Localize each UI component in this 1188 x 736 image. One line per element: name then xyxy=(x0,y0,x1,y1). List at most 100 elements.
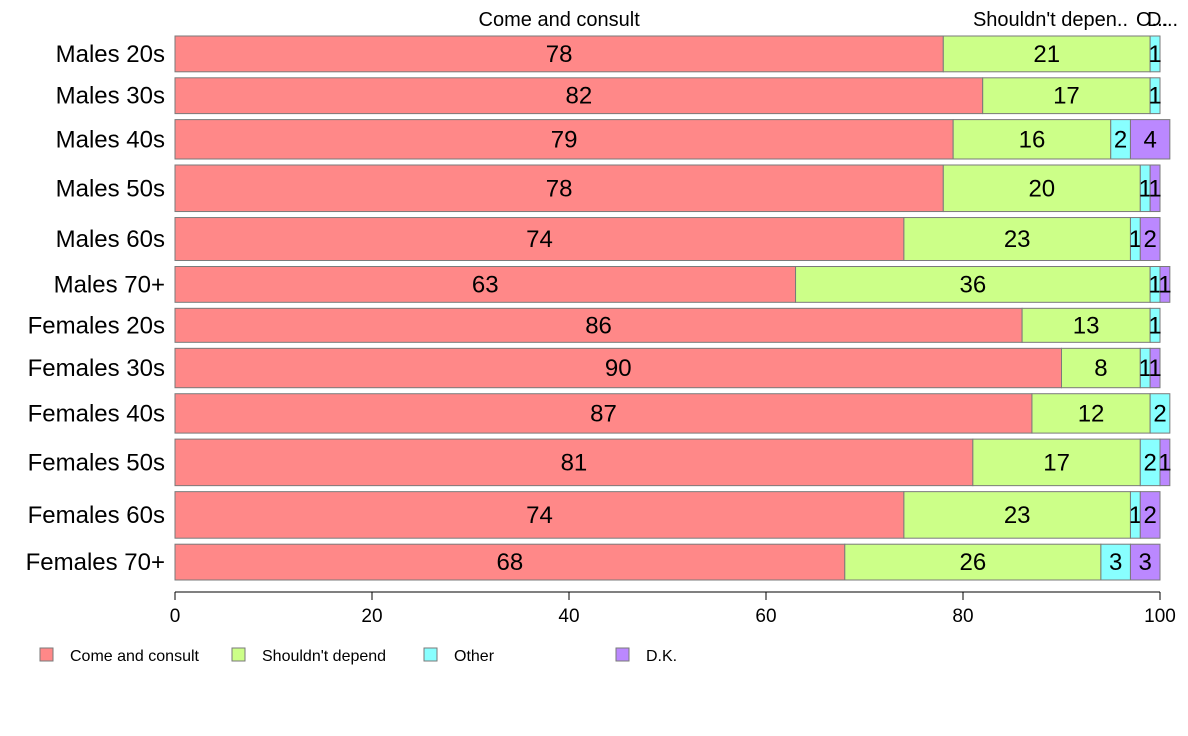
bar-segment xyxy=(1031,393,1151,434)
x-axis: 0 20 40 60 80 100 xyxy=(170,591,1176,627)
bar-segment xyxy=(174,491,905,539)
bar-segment xyxy=(972,438,1141,487)
bar-value-label: 1 xyxy=(1148,41,1161,68)
bar-value-label: 2 xyxy=(1143,502,1156,529)
bar-value-label: 63 xyxy=(472,271,499,298)
bar-value-label: 1 xyxy=(1148,355,1161,382)
bar-value-label: 4 xyxy=(1143,126,1156,153)
bar-value-label: 17 xyxy=(1053,83,1080,110)
bar-value-label: 1 xyxy=(1139,355,1152,382)
bar-value-label: 13 xyxy=(1073,312,1100,339)
bar-segment xyxy=(982,77,1151,115)
legend-swatch xyxy=(39,647,54,662)
bar-segment xyxy=(174,266,797,303)
bar-segment xyxy=(174,217,905,262)
x-tick-label: 40 xyxy=(558,606,579,627)
bar-value-label: 12 xyxy=(1078,400,1105,427)
row-label: Males 60s xyxy=(56,226,165,253)
bar-value-label: 23 xyxy=(1004,502,1031,529)
bar-segment xyxy=(903,217,1131,262)
legend-label: Other xyxy=(454,648,495,665)
bar-value-label: 3 xyxy=(1139,549,1152,576)
bar-segment xyxy=(174,347,1062,389)
bar-segment xyxy=(174,438,974,487)
bar-segment xyxy=(942,35,1151,73)
bar-segment xyxy=(942,164,1141,213)
bar-segment xyxy=(1159,266,1171,303)
bar-value-label: 1 xyxy=(1148,271,1161,298)
row-label: Females 40s xyxy=(28,400,165,427)
bar-value-label: 74 xyxy=(526,226,553,253)
bar-segment xyxy=(952,119,1112,160)
row-label: Males 20s xyxy=(56,41,165,68)
bar-segment xyxy=(1129,543,1161,581)
bar-value-label: 2 xyxy=(1143,226,1156,253)
bar-segment xyxy=(844,543,1102,581)
row-label: Females 30s xyxy=(28,355,165,382)
legend-label: Come and consult xyxy=(70,648,200,665)
bar-segment xyxy=(174,393,1033,434)
bar-value-label: 1 xyxy=(1148,312,1161,339)
bar-value-label: 68 xyxy=(497,549,524,576)
legend-label: D.K. xyxy=(646,648,677,665)
bar-value-label: 2 xyxy=(1143,449,1156,476)
bar-value-label: 87 xyxy=(590,400,617,427)
bar-value-label: 1 xyxy=(1158,271,1171,298)
bar-value-label: 78 xyxy=(546,41,573,68)
bar-value-label: 1 xyxy=(1158,449,1171,476)
bar-segment xyxy=(1149,347,1161,389)
bar-value-label: 90 xyxy=(605,355,632,382)
bar-segment xyxy=(1129,119,1171,160)
x-tick-label: 20 xyxy=(361,606,382,627)
bar-segment xyxy=(795,266,1151,303)
row-label: Females 50s xyxy=(28,449,165,476)
x-tick-label: 80 xyxy=(952,606,973,627)
legend: Come and consult Shouldn't depend Other D.K… xyxy=(39,647,677,665)
bar-value-label: 17 xyxy=(1043,449,1070,476)
bar-value-label: 21 xyxy=(1033,41,1060,68)
row-label: Males 50s xyxy=(56,175,165,202)
bar-value-label: 86 xyxy=(585,312,612,339)
row-label: Males 70+ xyxy=(54,271,165,298)
bar-segment xyxy=(1100,543,1131,581)
top-series-label: O... xyxy=(1136,9,1168,31)
bar-value-label: 3 xyxy=(1109,549,1122,576)
bar-segment xyxy=(174,119,954,160)
bar-segment xyxy=(1139,491,1161,539)
bar-value-label: 82 xyxy=(565,83,592,110)
bar-segment xyxy=(1139,217,1161,262)
bar-segment xyxy=(1149,307,1161,343)
bar-value-label: 20 xyxy=(1028,175,1055,202)
bar-value-label: 36 xyxy=(959,271,986,298)
top-series-label: Shouldn't depen.. xyxy=(973,9,1128,31)
bar-value-label: 1 xyxy=(1148,83,1161,110)
bar-value-label: 79 xyxy=(551,126,578,153)
bar-value-label: 1 xyxy=(1148,175,1161,202)
bar-value-label: 1 xyxy=(1129,502,1142,529)
bar-segment xyxy=(174,164,944,213)
bar-value-label: 16 xyxy=(1019,126,1046,153)
bar-segment xyxy=(1149,164,1161,213)
legend-swatch xyxy=(423,647,438,662)
bar-segment xyxy=(1149,35,1161,73)
bar-value-label: 1 xyxy=(1139,175,1152,202)
top-series-label: D... xyxy=(1147,9,1178,31)
legend-swatch xyxy=(615,647,630,662)
x-tick-label: 0 xyxy=(170,606,181,627)
row-label: Females 20s xyxy=(28,312,165,339)
bar-value-label: 81 xyxy=(561,449,588,476)
x-tick-label: 60 xyxy=(755,606,776,627)
bar-value-label: 2 xyxy=(1153,400,1166,427)
row-label: Males 40s xyxy=(56,126,165,153)
row-label: Females 70+ xyxy=(26,549,165,576)
bar-segment xyxy=(174,543,846,581)
bar-value-label: 74 xyxy=(526,502,553,529)
bar-value-label: 78 xyxy=(546,175,573,202)
bar-value-label: 23 xyxy=(1004,226,1031,253)
bar-value-label: 26 xyxy=(959,549,986,576)
row-label: Males 30s xyxy=(56,83,165,110)
top-label-group: Come and consult Shouldn't depen.. O...D..… xyxy=(479,9,1179,31)
row-label: Females 60s xyxy=(28,502,165,529)
bar-segment xyxy=(1061,347,1141,389)
